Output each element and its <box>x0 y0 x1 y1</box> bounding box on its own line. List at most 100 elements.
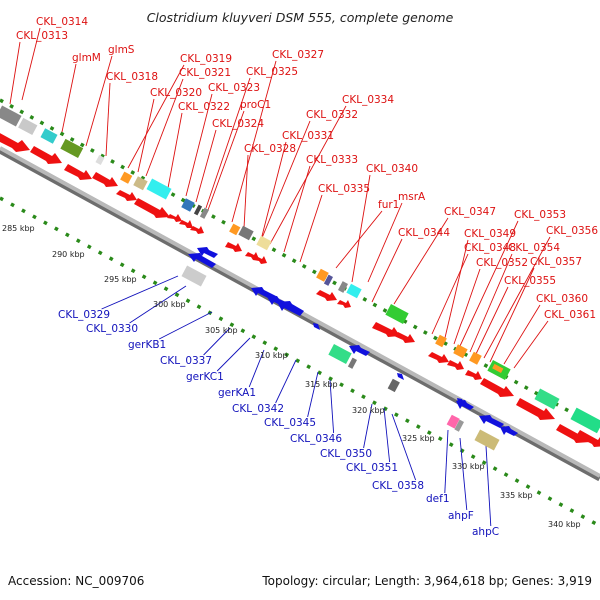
gene-block <box>446 414 460 429</box>
forward-gene-label: msrA <box>398 191 426 203</box>
forward-gene-arrow <box>116 190 137 201</box>
gene-block <box>60 138 84 158</box>
gene-block <box>347 357 357 369</box>
forward-gene-arrow <box>0 133 30 152</box>
reverse-gene-label: CKL_0358 <box>372 480 424 492</box>
forward-gene-arrow <box>465 370 482 380</box>
forward-gene-label: CKL_0319 <box>180 53 232 65</box>
reverse-gene-arrow <box>197 247 218 258</box>
gene-block <box>229 223 241 236</box>
forward-gene-arrow <box>64 164 92 180</box>
gene-features <box>0 105 600 451</box>
forward-label-connector <box>283 165 311 253</box>
forward-label-connector <box>9 41 21 105</box>
forward-gene-labels: CKL_0314 CKL_0313 glmM glmS CKL_0318 CKL_0319… <box>16 16 598 321</box>
tick-label: 340 kbp <box>548 520 581 529</box>
forward-label-connector <box>61 63 77 133</box>
forward-label-connector <box>371 238 403 303</box>
reverse-gene-arrow <box>277 301 304 316</box>
reverse-label-connector <box>391 413 417 481</box>
gene-block <box>120 171 133 184</box>
reverse-gene-arrow <box>349 345 370 356</box>
reverse-gene-label: CKL_0342 <box>232 403 284 415</box>
tick-label: 290 kbp <box>52 250 85 259</box>
reverse-gene-label: gerKB1 <box>128 339 166 351</box>
tick-label: 305 kbp <box>205 326 238 335</box>
tick-label: 310 kbp <box>255 351 288 360</box>
forward-gene-arrow <box>576 430 600 447</box>
tick-label: 330 kbp <box>452 462 485 471</box>
reverse-label-connector <box>459 437 468 511</box>
reverse-gene-label: CKL_0337 <box>160 355 212 367</box>
gene-block <box>181 265 207 287</box>
forward-gene-arrow <box>428 352 449 363</box>
forward-gene-label: CKL_0327 <box>272 49 324 61</box>
forward-label-connector <box>513 320 549 369</box>
forward-gene-label: CKL_0357 <box>530 256 582 268</box>
tick-label: 315 kbp <box>305 380 338 389</box>
forward-label-connector <box>243 154 249 229</box>
gene-block <box>95 155 105 165</box>
forward-label-connector <box>269 105 347 245</box>
forward-gene-label: CKL_0321 <box>179 67 231 79</box>
reverse-gene-labels: CKL_0329 CKL_0330 gerKB1 CKL_0337 gerKC1 gerK… <box>58 309 499 538</box>
ruler-dots <box>0 196 600 528</box>
reverse-gene-label: gerKA1 <box>218 387 256 399</box>
gene-block <box>323 274 333 286</box>
forward-gene-arrow <box>225 242 242 252</box>
forward-gene-label: CKL_0347 <box>444 206 496 218</box>
tick-label: 300 kbp <box>153 300 186 309</box>
gene-block <box>256 235 272 251</box>
gene-block <box>328 344 352 364</box>
forward-label-connector <box>105 82 111 157</box>
forward-gene-arrow <box>337 300 351 308</box>
forward-label-connector <box>469 253 513 353</box>
gene-block <box>199 207 209 219</box>
forward-label-connector <box>207 110 245 211</box>
forward-label-connector <box>195 129 217 203</box>
reverse-gene-arrow <box>500 426 518 436</box>
gene-block <box>238 225 254 241</box>
label-connectors <box>9 27 551 527</box>
forward-label-connector <box>85 55 113 147</box>
forward-gene-arrow <box>516 398 555 420</box>
gene-block <box>474 429 500 451</box>
forward-label-connector <box>475 286 509 355</box>
forward-label-connector <box>367 202 403 283</box>
forward-gene-arrow <box>480 378 514 397</box>
gene-block <box>534 388 560 410</box>
forward-label-connector <box>127 64 185 169</box>
forward-label-connector <box>231 60 277 223</box>
forward-gene-label: CKL_0348 <box>464 242 516 254</box>
reverse-gene-arrow <box>456 400 474 410</box>
map-title: Clostridium kluyveri DSM 555, complete g… <box>147 10 454 25</box>
reverse-label-connector <box>101 275 179 310</box>
gene-block <box>469 351 482 365</box>
tick-label: 325 kbp <box>402 434 435 443</box>
forward-gene-label: CKL_0318 <box>106 71 158 83</box>
forward-label-connector <box>137 98 155 173</box>
reverse-gene-label: def1 <box>426 493 450 505</box>
forward-gene-arrow <box>167 214 182 222</box>
reverse-gene-label: CKL_0330 <box>86 323 138 335</box>
gene-block <box>346 283 362 299</box>
reverse-gene-label: CKL_0345 <box>264 417 316 429</box>
reverse-label-connector <box>485 445 492 527</box>
reverse-gene-label: CKL_0346 <box>290 433 342 445</box>
reverse-label-connector <box>329 379 335 434</box>
forward-gene-label: CKL_0335 <box>318 183 370 195</box>
forward-gene-label: CKL_0356 <box>546 225 598 237</box>
forward-gene-arrow <box>394 332 415 343</box>
reverse-label-connector <box>363 403 373 449</box>
forward-gene-label: CKL_0354 <box>508 242 560 254</box>
forward-gene-label: CKL_0352 <box>476 257 528 269</box>
forward-label-connector <box>167 112 183 189</box>
forward-gene-label: CKL_0344 <box>398 227 450 239</box>
tick-label: 335 kbp <box>500 491 533 500</box>
reverse-label-connector <box>248 349 265 388</box>
forward-label-connector <box>261 141 287 237</box>
forward-label-connector <box>299 194 323 263</box>
forward-gene-label: CKL_0331 <box>282 130 334 142</box>
reverse-label-connector <box>158 311 213 340</box>
forward-label-connector <box>431 253 469 335</box>
